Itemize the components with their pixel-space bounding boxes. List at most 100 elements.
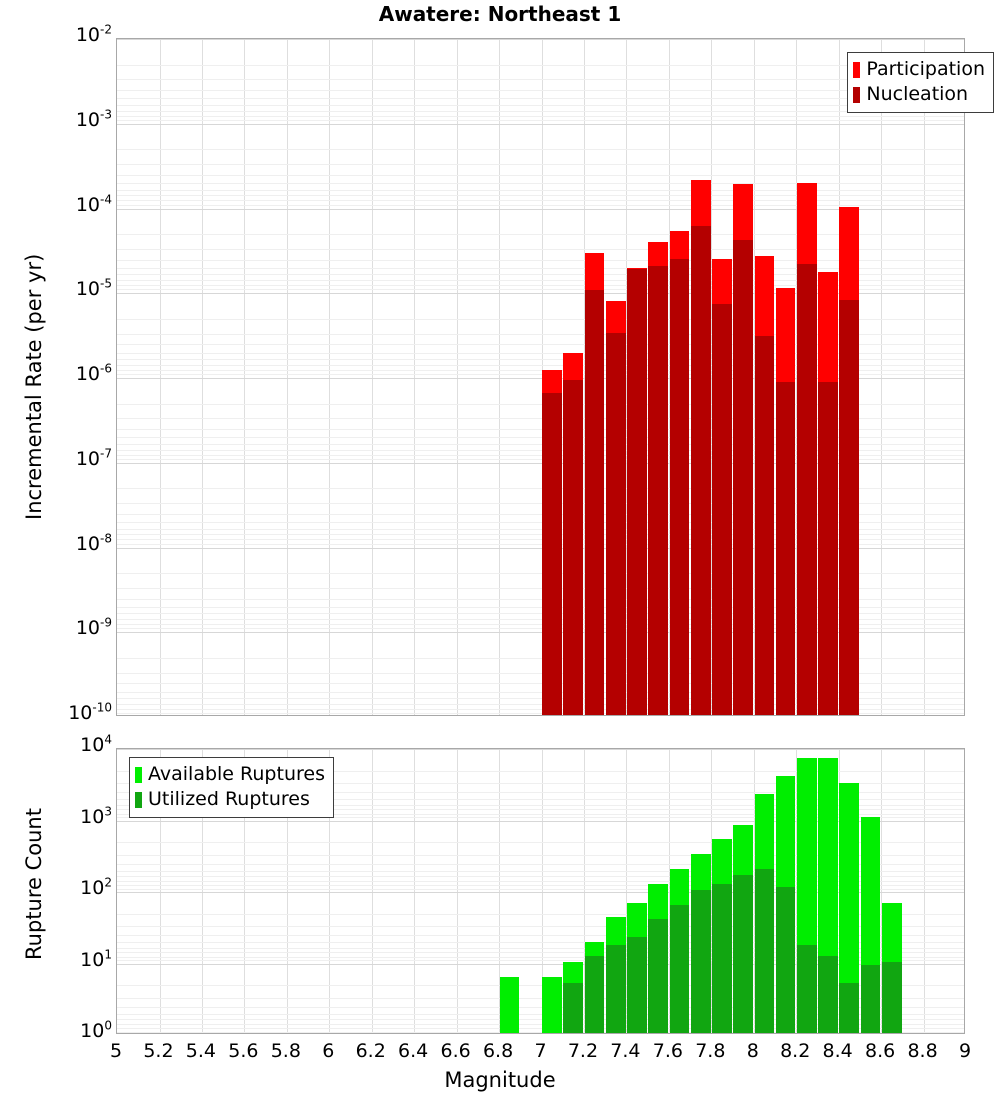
bar (881, 903, 902, 1033)
bar (584, 941, 605, 1033)
bar-segment-nucleation (818, 381, 838, 715)
bar (733, 824, 753, 1033)
bar-segment-utilized (627, 937, 647, 1033)
incremental-rate-plot (116, 38, 965, 716)
x-tick: 6.4 (398, 1040, 429, 1062)
bar-segment-utilized (605, 945, 626, 1033)
bar-segment-nucleation (542, 393, 562, 715)
y-tick-bottom: 100 (80, 1018, 112, 1042)
bar-segment-utilized (818, 955, 838, 1033)
x-tick: 7.2 (567, 1040, 599, 1062)
bar (605, 916, 626, 1033)
bar (839, 783, 860, 1033)
rupture-count-plot: Available Ruptures Utilized Ruptures (116, 748, 965, 1034)
bar-segment-nucleation (796, 263, 817, 715)
grid-top (117, 39, 964, 715)
y-tick-bottom: 104 (80, 732, 112, 756)
bar (648, 242, 669, 715)
bar (818, 271, 838, 715)
bar (818, 758, 838, 1033)
grid-bottom (117, 749, 964, 1033)
legend-label-available-ruptures: Available Ruptures (148, 763, 325, 785)
bar-segment-nucleation (690, 225, 711, 715)
bar (796, 758, 817, 1033)
legend-label-participation: Participation (866, 58, 985, 80)
bar (690, 853, 711, 1033)
bar (584, 253, 605, 715)
bar-segment-utilized (563, 983, 584, 1033)
bar (733, 183, 753, 715)
bar (669, 230, 690, 715)
bar-segment-utilized (712, 884, 732, 1033)
bar-segment-nucleation (733, 240, 753, 715)
y-tick-top: 10-3 (75, 107, 112, 131)
legend-item-available-ruptures[interactable]: Available Ruptures (135, 762, 325, 787)
bar-segment-nucleation (627, 268, 647, 715)
bars-bottom (117, 749, 964, 1033)
bar (648, 884, 669, 1033)
x-tick: 5.4 (185, 1040, 216, 1062)
y-tick-top: 10-6 (75, 361, 112, 385)
bar (775, 287, 796, 715)
x-tick: 5.8 (270, 1040, 301, 1062)
x-tick: 8.2 (780, 1040, 811, 1062)
bar (499, 977, 520, 1033)
bar (754, 256, 775, 715)
bar (712, 259, 732, 715)
y-tick-bottom: 102 (80, 875, 112, 899)
bar (690, 180, 711, 715)
bar-segment-utilized (775, 887, 796, 1033)
legend-item-nucleation[interactable]: Nucleation (853, 82, 985, 107)
bar-segment-utilized (669, 904, 690, 1033)
bar (712, 838, 732, 1033)
bar (627, 267, 647, 715)
x-tick: 5.2 (143, 1040, 174, 1062)
bar (627, 902, 647, 1033)
bar-segment-nucleation (584, 289, 605, 715)
bar-segment-utilized (584, 955, 605, 1033)
x-axis-title: Magnitude (444, 1068, 556, 1092)
bar-segment-nucleation (754, 335, 775, 715)
y-axis-ticks-bottom: 104 103 102 101 100 (0, 0, 112, 1100)
x-tick: 5 (109, 1040, 123, 1062)
x-tick: 9 (958, 1040, 972, 1062)
y-tick-top: 10-7 (75, 446, 112, 470)
bar-segment-available (499, 977, 520, 1033)
bar (754, 794, 775, 1033)
x-tick: 5.6 (228, 1040, 259, 1062)
y-tick-top: 10-10 (68, 700, 112, 724)
legend-swatch-nucleation-icon (853, 86, 861, 103)
legend-bottom: Available Ruptures Utilized Ruptures (129, 757, 334, 818)
bar (605, 301, 626, 715)
bar-segment-nucleation (563, 379, 584, 715)
bar-segment-nucleation (648, 265, 669, 715)
y-tick-top: 10-8 (75, 531, 112, 555)
legend-item-participation[interactable]: Participation (853, 57, 985, 82)
bar-segment-utilized (733, 875, 753, 1033)
legend-item-utilized-ruptures[interactable]: Utilized Ruptures (135, 787, 325, 812)
bar-segment-nucleation (775, 382, 796, 715)
bar-segment-utilized (796, 945, 817, 1033)
y-axis-ticks-top: 10-2 10-3 10-4 10-5 10-6 10-7 10-8 10-9 10-10 (0, 0, 112, 1100)
bar-segment-utilized (690, 890, 711, 1033)
bar (860, 817, 881, 1033)
legend-top: Participation Nucleation (847, 52, 994, 113)
x-tick: 6.2 (355, 1040, 386, 1062)
bar (775, 775, 796, 1033)
legend-swatch-available-icon (135, 766, 142, 783)
x-tick: 8 (746, 1040, 759, 1062)
y-tick-top: 10-4 (75, 192, 112, 216)
y-tick-top: 10-2 (75, 22, 112, 46)
x-tick: 7.8 (695, 1040, 726, 1062)
legend-label-utilized-ruptures: Utilized Ruptures (148, 788, 310, 810)
bar-segment-nucleation (712, 304, 732, 715)
bar (542, 977, 562, 1033)
bar-segment-nucleation (605, 333, 626, 715)
x-tick: 6.6 (440, 1040, 471, 1062)
y-tick-bottom: 101 (80, 947, 112, 971)
bar (669, 868, 690, 1033)
bar (563, 353, 584, 715)
bar-segment-utilized (860, 964, 881, 1033)
bars-top (117, 39, 964, 715)
